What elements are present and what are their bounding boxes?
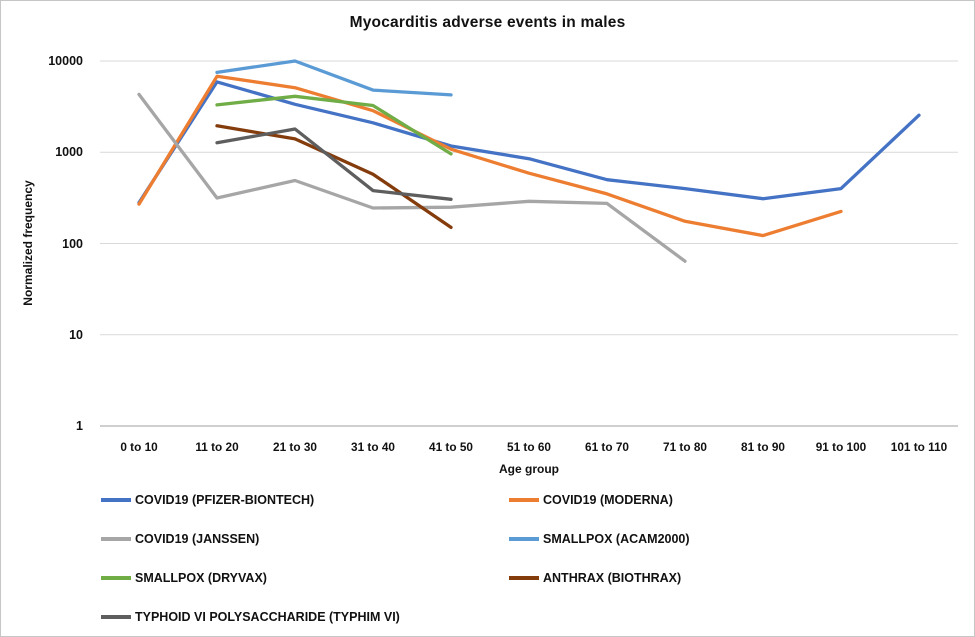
x-tick-label-11-to-20: 11 to 20 <box>195 440 239 454</box>
legend-item-anthrax-biothrax: ANTHRAX (BIOTHRAX) <box>509 570 681 586</box>
legend-swatch-smallpox-acam2000 <box>509 537 539 541</box>
legend-item-covid19-pfizer-biontech: COVID19 (PFIZER-BIONTECH) <box>101 492 314 508</box>
series-line-covid19-janssen <box>137 92 687 263</box>
chart-title: Myocarditis adverse events in males <box>349 14 626 31</box>
series-line-smallpox-acam2000 <box>215 59 453 97</box>
legend-item-smallpox-acam2000: SMALLPOX (ACAM2000) <box>509 531 690 547</box>
legend-label-covid19-janssen: COVID19 (JANSSEN) <box>135 532 260 546</box>
legend-item-smallpox-dryvax: SMALLPOX (DRYVAX) <box>101 570 267 586</box>
series-line-anthrax-biothrax <box>215 124 453 230</box>
series-line-typhoid-vi-polysaccharide-typhim-vi <box>215 127 453 201</box>
series-line-covid19-pfizer-biontech <box>137 80 921 205</box>
x-tick-label-91-to-100: 91 to 100 <box>815 440 867 454</box>
legend-swatch-covid19-pfizer-biontech <box>101 498 131 502</box>
x-tick-label-21-to-30: 21 to 30 <box>273 440 317 454</box>
legend-swatch-typhoid-vi-polysaccharide-typhim-vi <box>101 615 131 619</box>
x-tick-label-0-to-10: 0 to 10 <box>120 440 158 454</box>
legend-item-typhoid-vi-polysaccharide-typhim-vi: TYPHOID VI POLYSACCHARIDE (TYPHIM VI) <box>101 609 400 625</box>
y-tick-label-10: 10 <box>69 327 83 342</box>
x-tick-label-41-to-50: 41 to 50 <box>429 440 473 454</box>
y-tick-label-1000: 1000 <box>55 145 83 160</box>
legend-swatch-smallpox-dryvax <box>101 576 131 580</box>
legend-swatch-covid19-moderna <box>509 498 539 502</box>
x-tick-label-31-to-40: 31 to 40 <box>351 440 395 454</box>
legend-label-typhoid-vi-polysaccharide-typhim-vi: TYPHOID VI POLYSACCHARIDE (TYPHIM VI) <box>135 610 400 624</box>
legend-label-anthrax-biothrax: ANTHRAX (BIOTHRAX) <box>543 571 682 585</box>
legend-swatch-anthrax-biothrax <box>509 576 539 580</box>
legend-swatch-covid19-janssen <box>101 537 131 541</box>
legend-label-covid19-pfizer-biontech: COVID19 (PFIZER-BIONTECH) <box>135 493 315 507</box>
legend-label-covid19-moderna: COVID19 (MODERNA) <box>543 493 673 507</box>
legend-label-smallpox-dryvax: SMALLPOX (DRYVAX) <box>135 571 267 585</box>
y-tick-label-1: 1 <box>76 419 83 433</box>
legend-item-covid19-moderna: COVID19 (MODERNA) <box>509 492 673 508</box>
x-tick-label-61-to-70: 61 to 70 <box>585 440 629 454</box>
x-tick-label-101-to-110: 101 to 110 <box>890 440 948 454</box>
y-tick-label-100: 100 <box>62 236 83 251</box>
x-tick-label-71-to-80: 71 to 80 <box>663 440 707 454</box>
y-tick-label-10000: 10000 <box>48 54 83 68</box>
series-line-smallpox-dryvax <box>215 94 453 156</box>
series-line-covid19-moderna <box>137 74 843 238</box>
legend-item-covid19-janssen: COVID19 (JANSSEN) <box>101 531 259 547</box>
legend-label-smallpox-acam2000: SMALLPOX (ACAM2000) <box>543 532 690 546</box>
x-tick-label-51-to-60: 51 to 60 <box>507 440 551 454</box>
x-axis-title: Age group <box>499 462 559 476</box>
x-tick-label-81-to-90: 81 to 90 <box>741 440 785 454</box>
